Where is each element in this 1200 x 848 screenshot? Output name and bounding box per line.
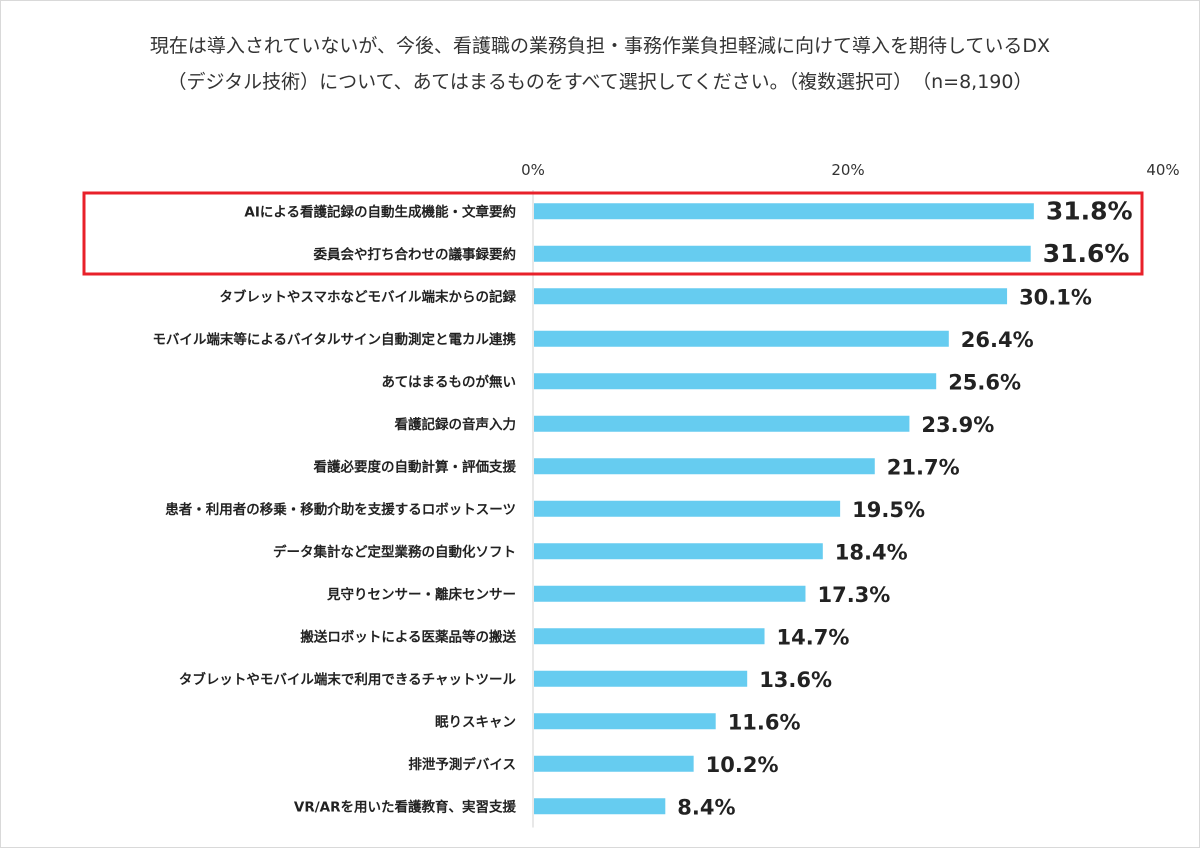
category-label: タブレットやスマホなどモバイル端末からの記録 (219, 288, 516, 305)
chart-subtitle: （デジタル技術）について、あてはまるものをすべて選択してください。（複数選択可）… (167, 71, 1033, 93)
x-tick-label: 0% (521, 161, 545, 179)
value-label: 23.9% (921, 413, 994, 437)
bars: AIによる看護記録の自動生成機能・文章要約 31.8% 委員会や打ち合わせの議事録要… (152, 196, 1132, 819)
bar (534, 373, 937, 390)
bar (534, 245, 1031, 262)
bar (534, 288, 1008, 305)
value-label: 13.6% (759, 668, 832, 692)
category-label: 搬送ロボットによる医薬品等の搬送 (300, 628, 516, 645)
value-label: 21.7% (887, 455, 960, 479)
category-label: あてはまるものが無い (382, 373, 516, 390)
value-label: 14.7% (777, 625, 850, 649)
value-label: 31.8% (1046, 196, 1133, 225)
bar (534, 500, 841, 517)
bar (534, 330, 949, 347)
category-label: 委員会や打ち合わせの議事録要約 (313, 246, 517, 263)
value-label: 30.1% (1019, 285, 1092, 309)
value-label: 19.5% (852, 498, 925, 522)
bar (534, 543, 823, 560)
bar (534, 628, 765, 645)
highlight-box (82, 191, 1144, 276)
category-label: データ集計など定型業務の自動化ソフト (273, 543, 516, 560)
bar (534, 798, 666, 815)
category-label: 排泄予測デバイス (408, 756, 516, 773)
category-label: タブレットやモバイル端末で利用できるチャットツール (179, 671, 517, 688)
bar (534, 458, 875, 475)
category-label: VR/ARを用いた看護教育、実習支援 (294, 798, 517, 815)
category-label: モバイル端末等によるバイタルサイン自動測定と電カル連携 (152, 331, 516, 348)
chart-title-block: 現在は導入されていないが、今後、看護職の業務負担・事務作業負担軽減に向けて導入を… (0, 28, 1200, 100)
category-label: 看護記録の音声入力 (394, 416, 517, 433)
category-label: AIによる看護記録の自動生成機能・文章要約 (244, 203, 516, 220)
value-label: 25.6% (948, 370, 1021, 394)
bar (534, 670, 748, 687)
bar (534, 415, 910, 432)
bar (534, 203, 1034, 220)
category-label: 眠りスキャン (435, 714, 516, 730)
value-label: 18.4% (835, 540, 908, 564)
value-label: 10.2% (706, 753, 779, 777)
value-label: 26.4% (961, 328, 1034, 352)
bar (534, 755, 694, 772)
value-label: 8.4% (677, 795, 735, 819)
bar (534, 585, 806, 602)
value-label: 11.6% (728, 710, 801, 734)
value-label: 31.6% (1043, 239, 1130, 268)
category-label: 見守りセンサー・離床センサー (326, 586, 516, 603)
x-axis-ticks: 0% 20% 40% (521, 161, 1180, 179)
x-tick-label: 40% (1146, 161, 1179, 179)
value-label: 17.3% (817, 583, 890, 607)
x-tick-label: 20% (831, 161, 864, 179)
bar (534, 713, 716, 730)
category-label: 患者・利用者の移乗・移動介助を支援するロボットスーツ (165, 501, 516, 518)
category-label: 看護必要度の自動計算・評価支援 (313, 458, 517, 475)
chart-title: 現在は導入されていないが、今後、看護職の業務負担・事務作業負担軽減に向けて導入を… (149, 35, 1051, 57)
